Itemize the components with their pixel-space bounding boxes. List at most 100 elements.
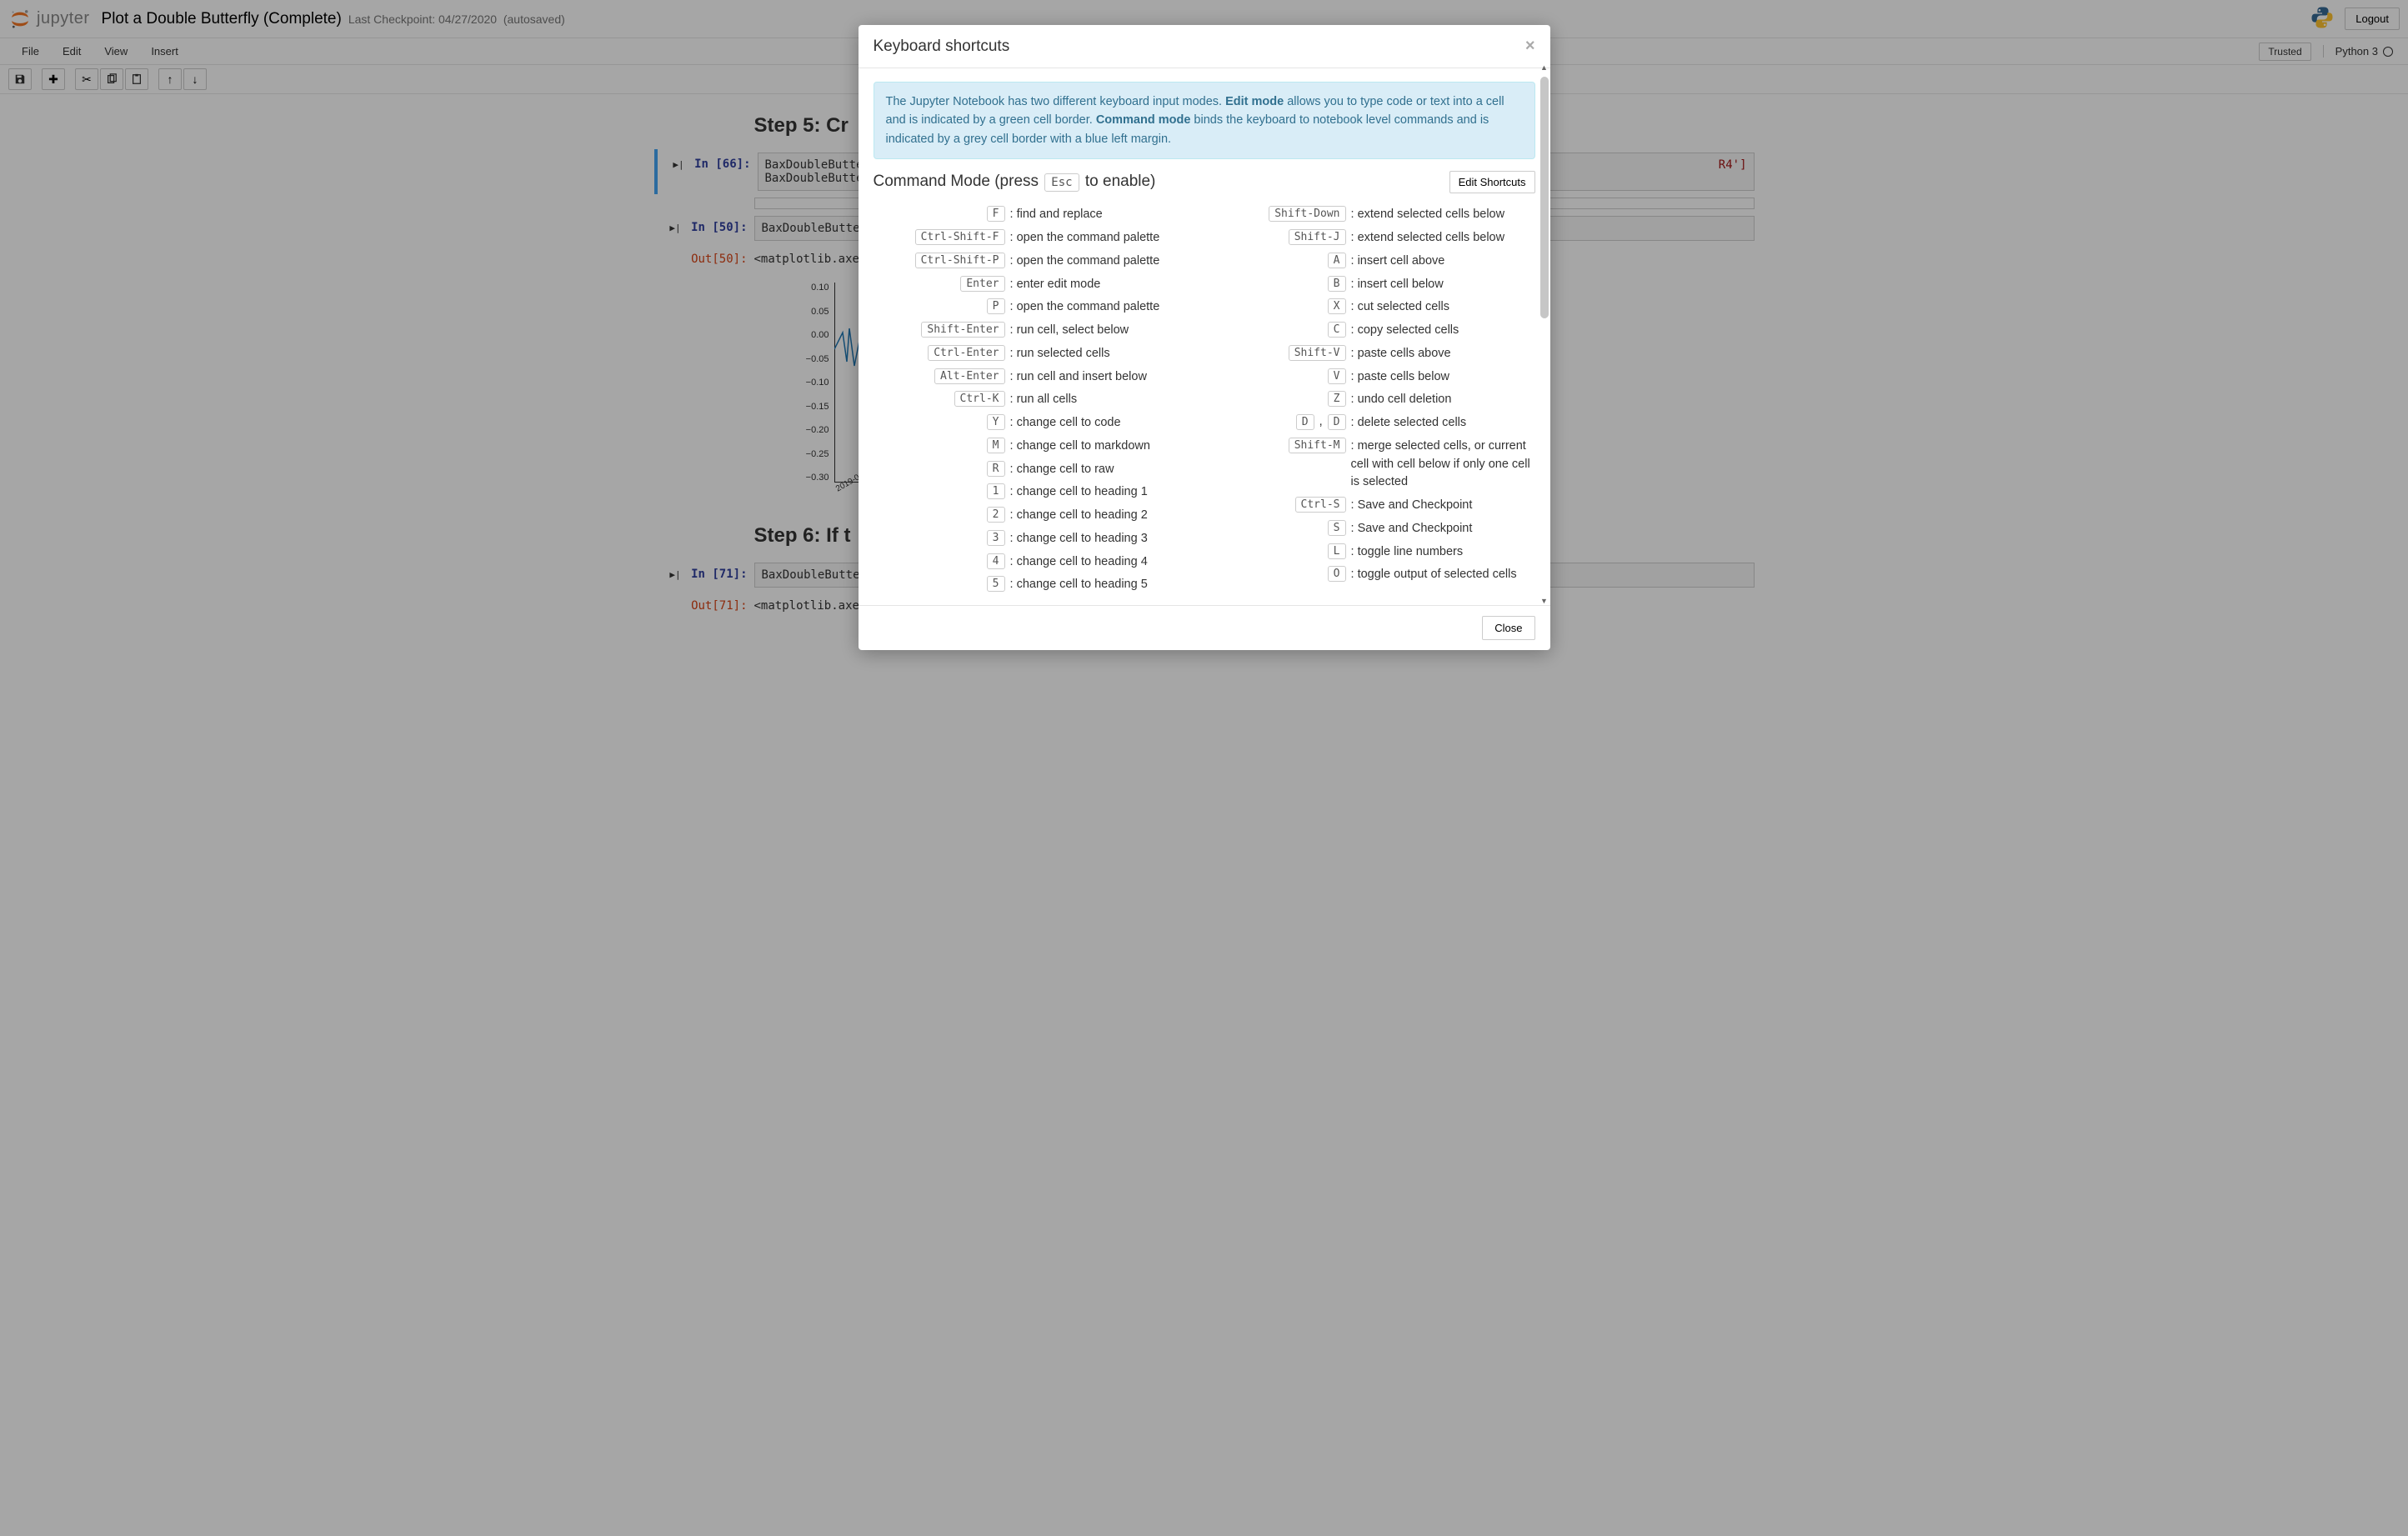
shortcut-desc: Save and Checkpoint <box>1348 497 1535 515</box>
edit-shortcuts-button[interactable]: Edit Shortcuts <box>1449 171 1535 193</box>
shortcut-desc: delete selected cells <box>1348 414 1535 433</box>
shortcut-desc: change cell to heading 5 <box>1007 576 1194 594</box>
shortcut-desc: undo cell deletion <box>1348 391 1535 409</box>
shortcut-keys: 4 <box>874 553 1007 569</box>
shortcut-row: SSave and Checkpoint <box>1214 518 1535 541</box>
kbd-key: L <box>1328 543 1346 559</box>
kbd-key: Alt-Enter <box>934 368 1004 384</box>
shortcut-keys: Shift-M <box>1214 438 1348 453</box>
shortcut-desc: run all cells <box>1007 391 1194 409</box>
modal-scrollbar[interactable]: ▲ ▼ <box>1539 62 1550 607</box>
shortcut-desc: enter edit mode <box>1007 276 1194 294</box>
kbd-key: O <box>1328 566 1346 582</box>
shortcut-keys: O <box>1214 566 1348 582</box>
shortcut-row: 5change cell to heading 5 <box>874 573 1194 597</box>
shortcut-keys: Ctrl-Shift-F <box>874 229 1007 245</box>
kbd-key: Ctrl-Enter <box>928 345 1004 361</box>
command-mode-heading: Command Mode (press Esc to enable) <box>874 173 1156 192</box>
shortcut-row: Ltoggle line numbers <box>1214 541 1535 564</box>
kbd-key: Shift-Down <box>1269 206 1345 222</box>
shortcut-row: Binsert cell below <box>1214 273 1535 297</box>
shortcut-desc: open the command palette <box>1007 229 1194 248</box>
shortcuts-right-column: Shift-Downextend selected cells belowShi… <box>1214 203 1535 597</box>
shortcut-row: Ccopy selected cells <box>1214 319 1535 343</box>
scroll-up-icon[interactable]: ▲ <box>1540 63 1549 72</box>
shortcut-row: Ctrl-Shift-Popen the command palette <box>874 250 1194 273</box>
modal-body[interactable]: The Jupyter Notebook has two different k… <box>859 68 1550 605</box>
shortcut-desc: paste cells below <box>1348 368 1535 387</box>
shortcut-keys: V <box>1214 368 1348 384</box>
shortcut-row: Vpaste cells below <box>1214 366 1535 389</box>
shortcut-desc: toggle output of selected cells <box>1348 566 1535 584</box>
shortcut-desc: Save and Checkpoint <box>1348 520 1535 538</box>
shortcut-desc: run cell and insert below <box>1007 368 1194 387</box>
shortcut-desc: change cell to heading 2 <box>1007 507 1194 525</box>
shortcut-keys: Shift-V <box>1214 345 1348 361</box>
close-icon[interactable]: × <box>1525 37 1535 56</box>
shortcut-desc: insert cell below <box>1348 276 1535 294</box>
shortcut-keys: A <box>1214 253 1348 268</box>
kbd-key: Y <box>987 414 1005 430</box>
shortcut-keys: M <box>874 438 1007 453</box>
shortcut-desc: toggle line numbers <box>1348 543 1535 562</box>
scroll-thumb[interactable] <box>1540 77 1549 318</box>
keyboard-shortcuts-modal: Keyboard shortcuts × The Jupyter Noteboo… <box>859 25 1550 650</box>
modal-footer: Close <box>859 605 1550 650</box>
shortcut-row: Ctrl-Shift-Fopen the command palette <box>874 227 1194 250</box>
shortcut-keys: P <box>874 298 1007 314</box>
shortcut-row: Shift-Vpaste cells above <box>1214 343 1535 366</box>
kbd-key: D <box>1328 414 1346 430</box>
shortcut-keys: 1 <box>874 483 1007 499</box>
shortcut-keys: Enter <box>874 276 1007 292</box>
scroll-down-icon[interactable]: ▼ <box>1540 597 1549 605</box>
shortcut-desc: extend selected cells below <box>1348 206 1535 224</box>
kbd-key: Shift-M <box>1289 438 1346 453</box>
shortcut-row: Xcut selected cells <box>1214 296 1535 319</box>
kbd-key: Z <box>1328 391 1346 407</box>
kbd-key: F <box>987 206 1005 222</box>
shortcut-row: Popen the command palette <box>874 296 1194 319</box>
shortcut-keys: R <box>874 461 1007 477</box>
kbd-key: 3 <box>987 530 1005 546</box>
shortcut-desc: run selected cells <box>1007 345 1194 363</box>
mode-info-box: The Jupyter Notebook has two different k… <box>874 82 1535 159</box>
shortcut-keys: Alt-Enter <box>874 368 1007 384</box>
kbd-key: B <box>1328 276 1346 292</box>
kbd-key: S <box>1328 520 1346 536</box>
shortcut-keys: 3 <box>874 530 1007 546</box>
shortcut-row: Shift-Jextend selected cells below <box>1214 227 1535 250</box>
close-button[interactable]: Close <box>1482 616 1534 640</box>
shortcuts-left-column: Ffind and replaceCtrl-Shift-Fopen the co… <box>874 203 1194 597</box>
kbd-key: 1 <box>987 483 1005 499</box>
shortcut-keys: Ctrl-K <box>874 391 1007 407</box>
shortcut-keys: 2 <box>874 507 1007 523</box>
shortcut-desc: extend selected cells below <box>1348 229 1535 248</box>
modal-header: Keyboard shortcuts × <box>859 25 1550 68</box>
kbd-key: P <box>987 298 1005 314</box>
shortcut-row: Ychange cell to code <box>874 412 1194 435</box>
shortcut-row: Zundo cell deletion <box>1214 388 1535 412</box>
shortcut-row: 1change cell to heading 1 <box>874 481 1194 504</box>
shortcut-row: Enterenter edit mode <box>874 273 1194 297</box>
shortcut-desc: open the command palette <box>1007 253 1194 271</box>
modal-title: Keyboard shortcuts <box>874 38 1010 56</box>
kbd-key: R <box>987 461 1005 477</box>
shortcut-keys: Y <box>874 414 1007 430</box>
shortcut-keys: F <box>874 206 1007 222</box>
kbd-key: A <box>1328 253 1346 268</box>
shortcut-row: Ffind and replace <box>874 203 1194 227</box>
kbd-key: Ctrl-K <box>954 391 1005 407</box>
kbd-key: D <box>1296 414 1314 430</box>
shortcut-row: Shift-Downextend selected cells below <box>1214 203 1535 227</box>
shortcut-desc: change cell to markdown <box>1007 438 1194 456</box>
shortcut-keys: Shift-Enter <box>874 322 1007 338</box>
esc-key: Esc <box>1044 173 1079 192</box>
shortcut-keys: 5 <box>874 576 1007 592</box>
shortcut-desc: cut selected cells <box>1348 298 1535 317</box>
shortcut-keys: X <box>1214 298 1348 314</box>
kbd-key: V <box>1328 368 1346 384</box>
shortcut-desc: find and replace <box>1007 206 1194 224</box>
kbd-key: Enter <box>960 276 1004 292</box>
shortcut-desc: change cell to heading 3 <box>1007 530 1194 548</box>
shortcut-keys: Z <box>1214 391 1348 407</box>
